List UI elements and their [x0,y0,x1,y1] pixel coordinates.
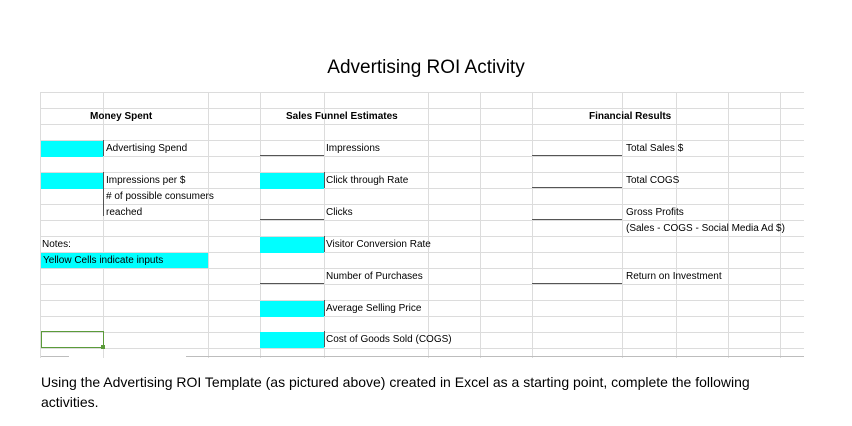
advertising-spend-input[interactable] [41,141,103,157]
cogs-input[interactable] [260,332,324,348]
notes-label: Notes: [42,239,71,250]
gridline [532,92,533,358]
average-selling-price-label: Average Selling Price [326,303,422,314]
gridline [40,172,804,173]
cell-border [324,331,325,347]
cogs-label: Cost of Goods Sold (COGS) [326,334,452,345]
gridline [676,92,677,358]
visitor-conversion-input[interactable] [260,237,324,253]
gridline [40,188,804,189]
reached-label: reached [106,207,143,218]
gridline [728,92,729,358]
roi-label: Return on Investment [626,271,722,282]
page-title: Advertising ROI Activity [327,57,525,78]
gridline [428,92,429,358]
click-through-rate-input[interactable] [260,173,324,189]
gridline [40,316,804,317]
gridline [40,108,804,109]
possible-consumers-label: # of possible consumers [106,191,214,202]
money-spent-header: Money Spent [90,111,153,122]
gridline [40,92,41,358]
impressions-per-dollar-input[interactable] [41,173,103,189]
sales-funnel-header: Sales Funnel Estimates [286,111,398,122]
gridline [260,92,261,358]
gridline [40,332,804,333]
average-selling-price-input[interactable] [260,301,324,317]
gridline [40,124,804,125]
purchases-value-cell[interactable] [260,283,324,284]
gridline [40,140,804,141]
gridline [40,236,804,237]
impressions-value-cell[interactable] [260,155,324,156]
gridline [40,268,804,269]
roi-value-cell[interactable] [532,283,622,284]
advertising-spend-label: Advertising Spend [106,143,188,154]
gridline [208,92,209,358]
selected-cell[interactable] [41,331,104,348]
clicks-value-cell[interactable] [260,219,324,220]
clicks-label: Clicks [326,207,353,218]
gridline [40,92,804,93]
gross-profits-formula: (Sales - COGS - Social Media Ad $) [626,223,785,234]
total-cogs-label: Total COGS [626,175,680,186]
visitor-conversion-label: Visitor Conversion Rate [326,239,431,250]
cell-border [103,140,104,156]
gridline [103,92,104,358]
total-sales-value-cell[interactable] [532,155,622,156]
purchases-label: Number of Purchases [326,271,423,282]
sheet-edge [41,356,69,357]
cell-border [324,300,325,316]
gridline [40,252,804,253]
impressions-per-dollar-label: Impressions per $ [106,175,186,186]
gridline [40,156,804,157]
total-cogs-value-cell[interactable] [532,187,622,188]
total-sales-label: Total Sales $ [626,143,684,154]
gridline [324,92,325,358]
gridline [40,220,804,221]
gross-profits-label: Gross Profits [626,207,684,218]
cell-border [324,172,325,188]
gridline [40,300,804,301]
sheet-edge [186,356,804,357]
gridline [780,92,781,358]
instruction-text: Using the Advertising ROI Template (as p… [41,374,750,410]
impressions-label: Impressions [326,143,380,154]
spreadsheet-grid[interactable]: Money Spent Sales Funnel Estimates Finan… [40,92,804,358]
gridline [40,204,804,205]
gross-profits-value-cell[interactable] [532,219,622,220]
cell-border [324,236,325,252]
gridline [40,348,804,349]
notes-highlight [41,253,208,268]
fill-handle[interactable] [101,345,105,349]
cell-border [103,172,104,216]
gridline [622,92,623,358]
financial-results-header: Financial Results [589,111,672,122]
gridline [480,92,481,358]
click-through-rate-label: Click through Rate [326,175,409,186]
notes-text: Yellow Cells indicate inputs [43,255,164,266]
gridline [40,284,804,285]
